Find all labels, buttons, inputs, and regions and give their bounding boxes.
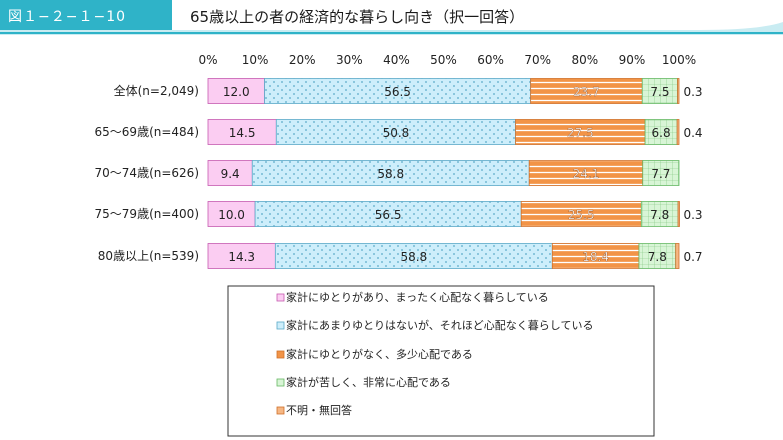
legend-swatch: [276, 350, 285, 359]
category-labels: 全体(n=2,049) 65～69歳(n=484) 70～74歳(n=626) 75～…: [95, 83, 199, 263]
data-label: 18.4: [582, 250, 609, 264]
x-tick-label: 40%: [383, 53, 410, 67]
x-tick-label: 50%: [430, 53, 457, 67]
x-tick-label: 100%: [662, 53, 696, 67]
bar-segment: [207, 78, 265, 104]
data-label: 27.5: [567, 126, 594, 140]
data-label: 23.7: [573, 85, 600, 99]
data-label: 25.5: [568, 208, 595, 222]
data-label: 0.4: [683, 126, 702, 140]
category-label: 70～74歳(n=626): [95, 166, 199, 180]
data-label: 0.7: [683, 250, 702, 264]
x-tick-label: 70%: [524, 53, 551, 67]
legend-box: [227, 285, 655, 437]
category-label: 80歳以上(n=539): [98, 249, 199, 263]
bar-segment: [275, 119, 516, 145]
data-label: 0.3: [683, 85, 702, 99]
category-label: 75～79歳(n=400): [95, 207, 199, 221]
x-tick-label: 20%: [289, 53, 316, 67]
x-tick-label: 30%: [336, 53, 363, 67]
data-label: 9.4: [221, 167, 240, 181]
bar-segment: [641, 78, 678, 104]
data-label: 24.1: [573, 167, 600, 181]
bar-segment: [207, 160, 253, 186]
bar-segment: [644, 119, 678, 145]
legend-swatch: [276, 406, 285, 415]
bar-series: [207, 78, 680, 269]
data-label: 14.3: [228, 250, 255, 264]
data-label: 58.8: [377, 167, 404, 181]
bar-segment: [530, 78, 643, 104]
data-label: 12.0: [223, 85, 250, 99]
category-label: 全体(n=2,049): [114, 83, 199, 98]
data-label: 7.8: [648, 250, 667, 264]
x-axis-ticks: 0% 10% 20% 30% 40% 50% 60% 70% 80% 90% 100%: [198, 53, 696, 67]
data-label: 50.8: [383, 126, 410, 140]
bar-segment: [675, 243, 680, 269]
x-tick-label: 90%: [619, 53, 646, 67]
bar-segment: [642, 160, 680, 186]
bar-segment: [264, 78, 532, 104]
legend-label: 家計が苦しく、非常に心配である: [286, 375, 451, 389]
data-label: 7.8: [650, 208, 669, 222]
figure-title: 65歳以上の者の経済的な暮らし向き（択一回答）: [190, 8, 525, 26]
data-label: 58.8: [400, 250, 427, 264]
bar-segment: [528, 160, 644, 186]
bar-segment: [677, 201, 680, 227]
figure-label: 図１−２−１−10: [8, 9, 127, 25]
data-label: 14.5: [229, 126, 256, 140]
data-label: 56.5: [375, 208, 402, 222]
legend-label: 家計にゆとりがなく、多少心配である: [286, 347, 473, 361]
x-tick-label: 0%: [198, 53, 217, 67]
data-label: 0.3: [683, 208, 702, 222]
legend-label: 家計にゆとりがあり、まったく心配なく暮らしている: [286, 290, 549, 304]
bar-segment: [640, 201, 679, 227]
bar-segment: [677, 78, 680, 104]
bar-segment: [515, 119, 646, 145]
data-label: 6.8: [652, 126, 671, 140]
legend-swatch: [276, 378, 285, 387]
x-tick-label: 60%: [477, 53, 504, 67]
data-label: 7.5: [650, 85, 669, 99]
category-label: 65～69歳(n=484): [95, 125, 199, 139]
bar-segment: [207, 201, 256, 227]
figure-header: 図１−２−１−10 65歳以上の者の経済的な暮らし向き（択一回答）: [0, 0, 783, 35]
legend-swatch: [276, 321, 285, 330]
bar-segment: [274, 243, 553, 269]
header-background: [0, 0, 783, 35]
bar-segment: [251, 160, 530, 186]
legend-swatch: [276, 293, 285, 302]
x-tick-label: 10%: [242, 53, 269, 67]
bar-segment: [207, 243, 276, 269]
data-label: 10.0: [218, 208, 245, 222]
legend-label: 不明・無回答: [286, 403, 352, 417]
data-label: 56.5: [384, 85, 411, 99]
x-tick-label: 80%: [571, 53, 598, 67]
data-label: 7.7: [651, 167, 670, 181]
bar-segment: [254, 201, 522, 227]
bar-segment: [676, 119, 680, 145]
bar-segment: [551, 243, 640, 269]
legend: 家計にゆとりがあり、まったく心配なく暮らしている家計にあまりゆとりはないが、それ…: [227, 285, 655, 437]
bar-segment: [520, 201, 642, 227]
data-labels: 12.0 56.5 23.7 7.5 0.3 14.5 50.8 27.5 6.8 0.4 9.4 5…: [218, 85, 702, 264]
legend-label: 家計にあまりゆとりはないが、それほど心配なく暮らしている: [286, 318, 593, 332]
